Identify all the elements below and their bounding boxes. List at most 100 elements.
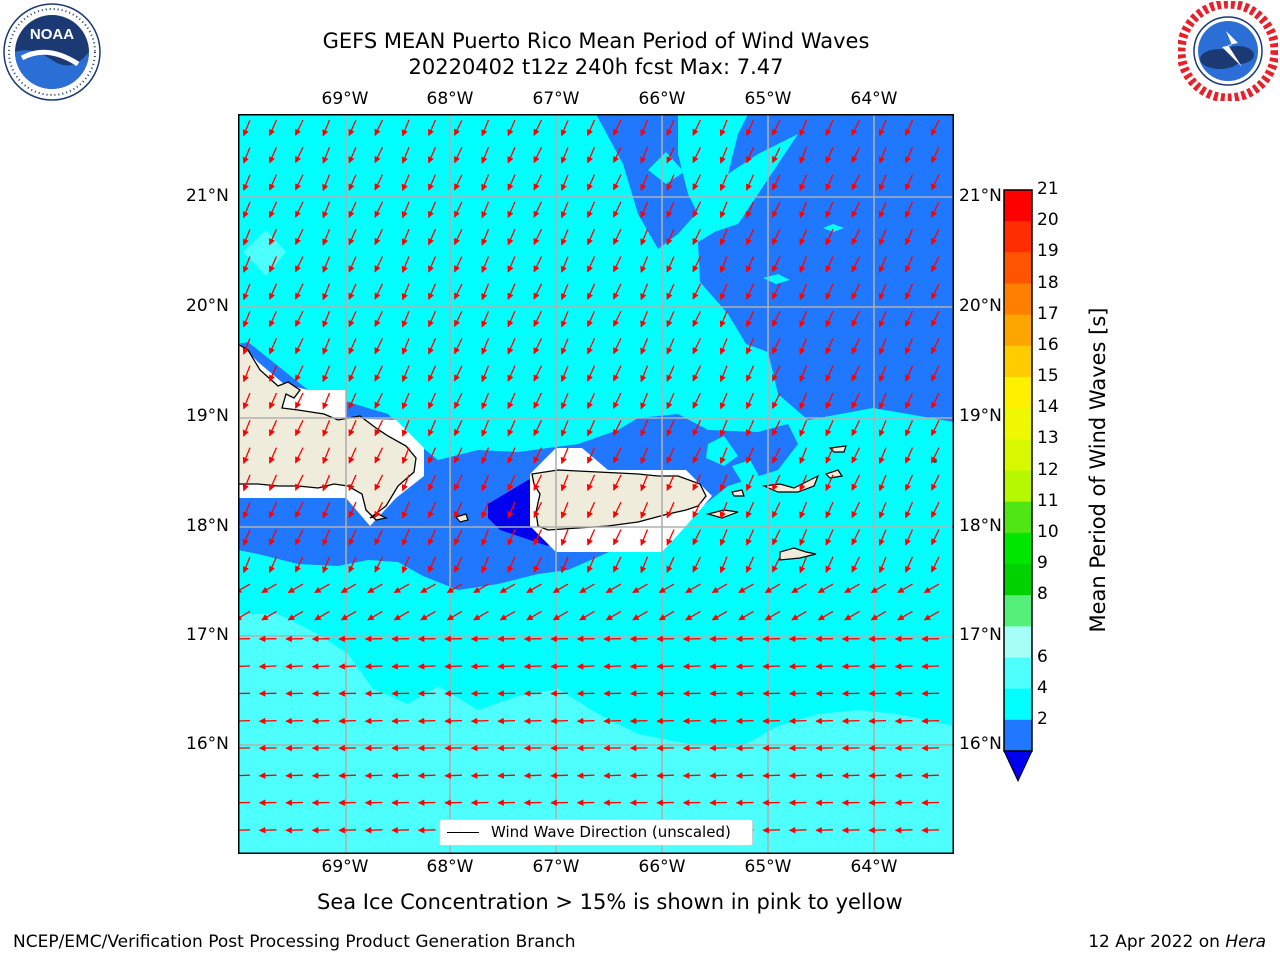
wind-wave-arrow (746, 392, 755, 410)
wind-wave-arrow (428, 310, 437, 328)
wind-wave-arrow (692, 174, 702, 191)
wind-wave-arrow (930, 338, 940, 355)
wind-wave-arrow (242, 201, 251, 219)
wind-wave-arrow (771, 201, 781, 218)
land-culebra (731, 489, 745, 497)
wind-wave-arrow (746, 174, 755, 191)
wind-wave-arrow (719, 174, 728, 192)
wind-wave-arrow (894, 772, 913, 779)
wind-wave-arrow (692, 119, 702, 136)
wind-wave-arrow (338, 826, 357, 834)
wind-wave-arrow (799, 256, 808, 273)
sea-ice-note: Sea Ice Concentration > 15% is shown in … (317, 890, 903, 914)
wind-wave-arrow (428, 501, 437, 519)
wind-wave-arrow (851, 392, 861, 409)
wind-wave-arrow (322, 338, 331, 355)
wind-wave-arrow (401, 529, 410, 546)
wind-wave-arrow (656, 663, 675, 670)
wind-wave-arrow (603, 717, 622, 725)
wind-wave-arrow (868, 772, 887, 779)
wind-wave-arrow (481, 283, 490, 301)
wind-wave-arrow (242, 147, 251, 164)
wind-wave-arrow (348, 119, 357, 137)
wind-wave-arrow (453, 310, 463, 327)
wind-wave-arrow (393, 610, 410, 621)
lon-label-top-65w: 65°W (744, 89, 792, 109)
wind-wave-arrow (709, 663, 728, 670)
wind-wave-arrow (692, 228, 702, 246)
wind-wave-arrow (314, 583, 330, 594)
wind-wave-arrow (497, 663, 516, 670)
wind-wave-arrow (428, 338, 437, 355)
wind-wave-arrow (560, 228, 569, 246)
wind-wave-arrow (294, 228, 304, 246)
wind-wave-arrow (428, 556, 437, 573)
wind-wave-arrow (771, 474, 781, 491)
wind-wave-arrow (771, 365, 781, 382)
wind-wave-arrow (242, 501, 251, 519)
wind-wave-arrow (930, 256, 940, 273)
map-frame (238, 114, 954, 854)
wind-wave-arrow (507, 174, 516, 191)
wind-wave-arrow (799, 147, 808, 164)
wind-wave-arrow (640, 474, 649, 492)
wind-wave-arrow (640, 256, 649, 273)
wind-wave-arrow (587, 256, 596, 273)
wind-wave-arrow (719, 529, 728, 546)
wind-wave-arrow (453, 501, 463, 519)
wind-wave-arrow (428, 447, 437, 464)
wind-wave-arrow (453, 529, 463, 546)
wind-wave-arrow (905, 283, 914, 300)
wind-wave-arrow (391, 826, 410, 834)
wind-wave-arrow (666, 556, 675, 573)
wind-wave-arrow (841, 717, 860, 725)
wind-wave-arrow (507, 365, 516, 382)
wind-wave-arrow (367, 610, 383, 621)
wind-wave-arrow (719, 338, 728, 355)
wind-wave-arrow (719, 501, 728, 519)
wind-wave-arrow (374, 147, 384, 164)
wind-wave-arrow (322, 147, 331, 164)
land-mona-island (454, 513, 469, 523)
wind-wave-arrow (322, 556, 331, 574)
wind-wave-arrow (294, 392, 304, 409)
wind-wave-arrow (746, 228, 755, 246)
wind-wave-arrow (632, 610, 648, 621)
wind-wave-arrow (322, 392, 331, 410)
wind-wave-arrow (799, 474, 808, 492)
wind-wave-arrow (576, 772, 595, 779)
lon-label-bottom-66w: 66°W (638, 857, 686, 877)
wind-wave-arrow (401, 256, 410, 273)
wind-wave-arrow (658, 583, 675, 594)
wind-wave-arrow (930, 447, 940, 464)
wind-wave-arrow (799, 201, 808, 219)
wind-wave-arrow (507, 529, 516, 546)
wind-wave-arrow (269, 119, 278, 137)
wind-wave-arrow (269, 228, 278, 246)
gridlines (238, 114, 954, 854)
wind-wave-arrow (576, 663, 595, 670)
wind-wave-arrow (533, 147, 543, 164)
land-anegada (828, 445, 847, 453)
wind-wave-arrow (374, 474, 384, 491)
wind-wave-arrow (612, 256, 622, 273)
wind-wave-arrow (242, 420, 251, 437)
wind-wave-arrow (905, 420, 914, 437)
wind-wave-arrow (894, 717, 913, 725)
wind-wave-arrow (851, 283, 861, 300)
wind-wave-arrow (560, 474, 569, 492)
wind-wave-arrow (348, 556, 357, 573)
wind-wave-arrow (719, 392, 728, 410)
colorbar-tick-label: 17 (1037, 303, 1059, 324)
wind-wave-arrow (692, 310, 702, 327)
wind-wave-arrow (692, 283, 702, 300)
wind-wave-arrow (552, 610, 569, 621)
wind-wave-arrow (658, 610, 675, 621)
wind-wave-arrow (878, 310, 887, 328)
wind-wave-arrow (560, 420, 569, 437)
wind-wave-arrow (428, 201, 437, 218)
wind-wave-arrow (285, 717, 304, 725)
wind-wave-arrow (401, 447, 410, 465)
wind-wave-arrow (550, 772, 569, 779)
wind-wave-arrow (825, 283, 834, 300)
